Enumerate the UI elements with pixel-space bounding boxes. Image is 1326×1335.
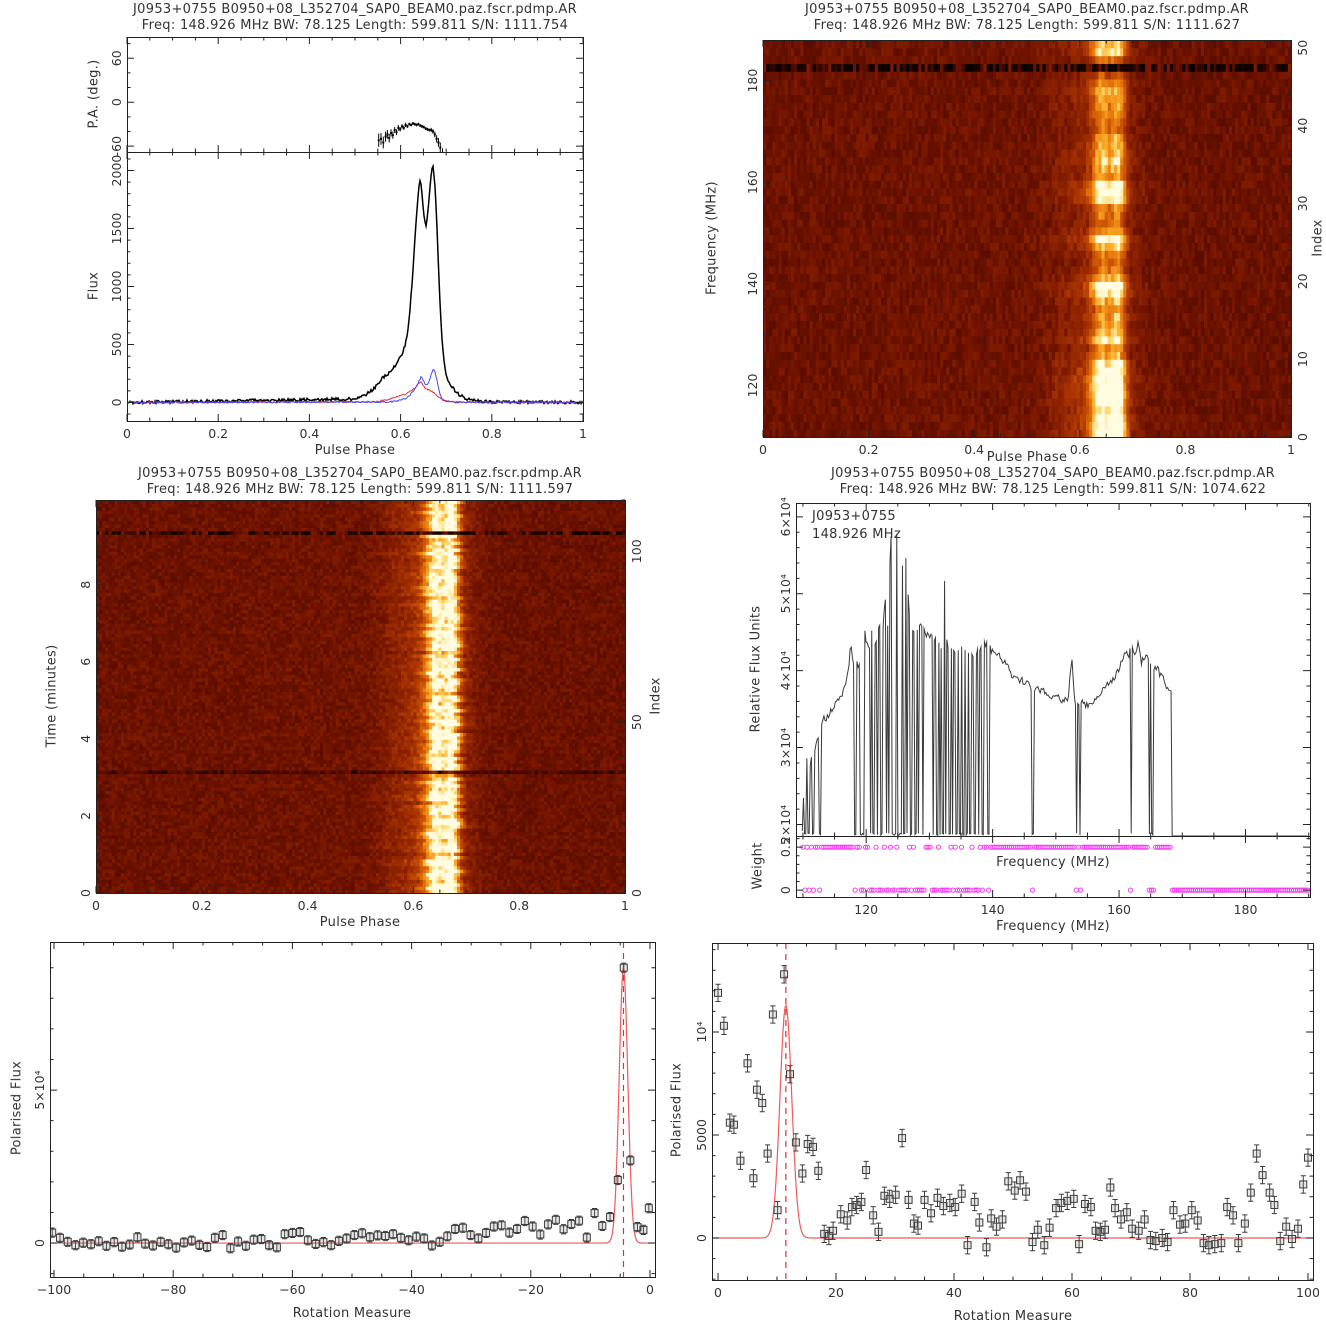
plots-canvas [0,0,1326,1335]
pdmp-diagnostic-screen: J0953+0755 B0950+08_L352704_SAP0_BEAM0.p… [0,0,1326,1335]
